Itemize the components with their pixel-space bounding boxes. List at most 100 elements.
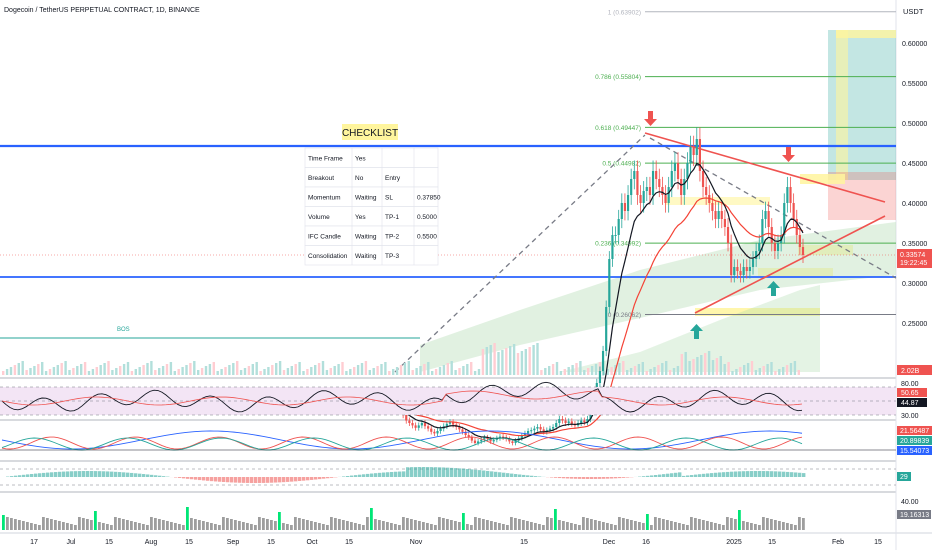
volume-bar [88,371,90,375]
volume-bar [423,364,425,375]
volume-bar [575,363,577,375]
osc-bar [474,470,477,477]
time-tick-label: Aug [145,539,158,546]
vol-panel-bar [618,517,621,530]
volume-bar [747,363,749,375]
candle-body [433,432,435,434]
vol-panel-bar [610,524,613,530]
volume-bar [443,365,445,375]
osc-bar [390,472,393,477]
osc-bar [610,477,613,479]
vol-panel-bar [802,518,805,530]
osc-bar [282,477,285,482]
candle-body [724,219,726,227]
volume-bar [365,361,367,375]
volume-bar [454,370,456,375]
osc-bar [222,477,225,482]
vol-panel-bar [762,517,765,530]
volume-bar [677,366,679,375]
volume-bar [287,368,289,375]
candle-body [611,235,613,259]
vol-panel-bar [46,518,49,530]
vol-panel-bar [366,517,369,530]
osc-bar [486,471,489,477]
checklist-cell: Volume [308,214,330,221]
volume-bar [115,368,117,375]
volume-bar [778,369,780,375]
volume-bar [759,368,761,375]
volume-bar [240,370,242,375]
vol-panel-bar [230,519,233,530]
volume-bar [700,355,702,375]
osc-bar [318,477,321,479]
osc-bar [730,472,733,477]
volume-bar [244,368,246,375]
checklist-cell: Breakout [308,175,334,182]
candle-body [530,430,532,431]
volume-bar [10,367,12,375]
volume-bar [384,362,386,375]
volume-bar [373,368,375,375]
volume-bar [41,362,43,375]
volume-bar [107,361,109,375]
vol-panel-bar [550,518,553,530]
time-tick-label: Oct [307,539,318,546]
osc-bar [490,471,493,477]
volume-bar [80,364,82,375]
fib-level-label: 0.618 (0.49447) [595,125,641,132]
vol-panel-bar [310,521,313,530]
vol-panel-bar [162,520,165,530]
volume-bar [626,370,628,375]
volume-bar [673,368,675,375]
volume-bar [447,363,449,375]
osc-bar [370,474,373,477]
vol-panel-bar [578,525,581,530]
osc-bar [302,477,305,481]
candle-body [527,431,529,433]
osc-bar [590,477,593,479]
candle-body [436,431,438,433]
candle-body [752,259,754,267]
candle-body [552,427,554,429]
osc-bar [442,467,445,477]
osc-bar [554,477,557,478]
volume-bar [595,364,597,375]
rsi-badge-value: 44.87 [901,400,919,407]
osc-bar [358,475,361,477]
volume-bar [166,364,168,375]
fib-level-label: 0 (0.26062) [608,312,641,319]
osc-bar [14,476,17,477]
candle-body [655,171,657,179]
vol-panel-bar [702,520,705,530]
vol-panel-bar [526,521,529,530]
volume-bar [630,368,632,375]
osc-bar [326,477,329,478]
candle-body [605,307,607,351]
volume-bar [657,365,659,375]
osc-bar [218,477,221,482]
vol-panel-bar [454,521,457,530]
vol-panel-bar [314,522,317,530]
vol-panel-bar [662,519,665,530]
volume-bar [279,361,281,375]
osc-bar [202,477,205,480]
volume-bar [380,364,382,375]
price-badge-countdown: 19:22:45 [900,260,927,267]
osc-bar [286,477,289,482]
osc-bar [458,468,461,477]
vol-panel-bar [574,524,577,530]
osc-bar [306,477,309,480]
vol-panel-bar [362,525,365,530]
volume-bar [298,362,300,375]
osc-bar [606,477,609,479]
vol-panel-bar [26,522,29,530]
vol-panel-bar [414,520,417,530]
vol-panel-bar [694,518,697,530]
osc-bar [434,467,437,477]
volume-bar [669,370,671,375]
vol-panel-bar [278,512,281,530]
vol-panel-bar [306,520,309,530]
vol-panel-bar [670,521,673,530]
